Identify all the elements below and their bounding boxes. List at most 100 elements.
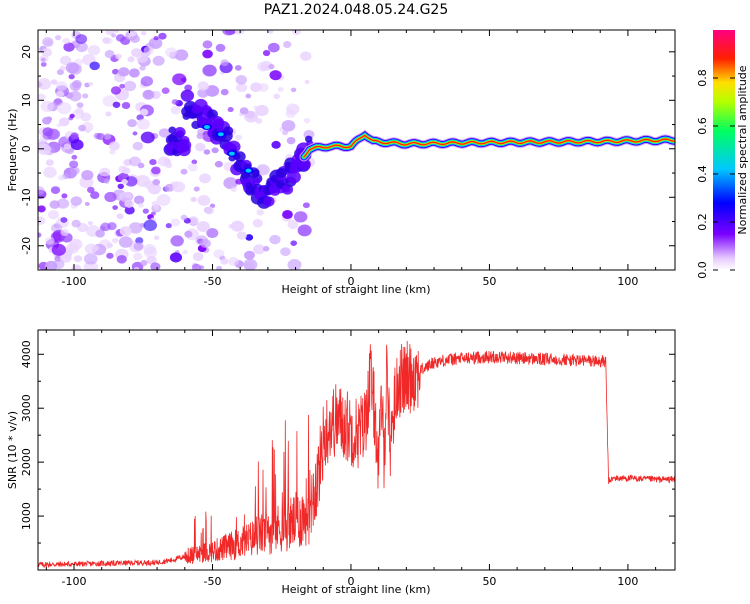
spectrogram-noise-blob xyxy=(44,260,58,270)
spectrogram-noise-blob xyxy=(133,195,145,205)
spectrogram-noise-blob xyxy=(228,256,239,266)
spectrogram-noise-blob xyxy=(82,93,89,99)
spectrogram-noise-blob xyxy=(303,118,311,124)
spectrogram-noise-blob xyxy=(140,259,148,266)
colorbar-tick-label: 0.0 xyxy=(696,261,709,279)
spectrogram-noise-blob xyxy=(202,49,213,59)
spectrogram-noise-blob xyxy=(220,258,229,265)
snr-xtick-label: -100 xyxy=(62,575,87,588)
colorbar-tick-label: 0.8 xyxy=(696,69,709,87)
spectrogram-noise-blob xyxy=(59,55,72,66)
spectrogram-noise-blob xyxy=(214,160,223,168)
spectrogram-ytick-label: -20 xyxy=(20,237,33,255)
spectrogram-noise-blob xyxy=(174,49,189,61)
spectrogram-noise-blob xyxy=(139,65,146,71)
spectrogram-ridge-blob xyxy=(180,135,190,145)
spectrogram-noise-blob xyxy=(171,99,179,105)
spectrogram-noise-blob xyxy=(193,186,200,192)
spectrogram-ridge-blob xyxy=(180,89,195,102)
spectrogram-noise-blob xyxy=(57,102,72,115)
spectrogram-noise-blob xyxy=(104,50,115,59)
spectrogram-ytick-label: 0 xyxy=(20,145,33,152)
spectrogram-noise-blob xyxy=(172,181,186,193)
spectrogram-noise-blob xyxy=(81,170,94,181)
spectrogram-noise-blob xyxy=(119,191,132,203)
spectrogram-noise-blob xyxy=(191,263,202,270)
spectrogram-noise-blob xyxy=(47,210,60,220)
spectrogram-noise-blob xyxy=(184,230,193,238)
spectrogram-xtick-label: 0 xyxy=(347,275,354,288)
spectrogram-noise-blob xyxy=(205,85,220,97)
spectrogram-xtick-label: 50 xyxy=(482,275,496,288)
spectrogram-noise-blob xyxy=(297,224,312,237)
spectrogram-noise-blob xyxy=(115,53,122,60)
spectrogram-noise-blob xyxy=(71,264,82,270)
spectrogram-noise-blob xyxy=(127,119,137,128)
spectrogram-noise-blob xyxy=(283,41,292,48)
spectrogram-noise-blob xyxy=(68,90,82,102)
spectrogram-noise-blob xyxy=(300,51,312,61)
spectrogram-noise-blob xyxy=(236,82,248,93)
spectrogram-noise-blob xyxy=(267,42,280,53)
spectrogram-noise-blob xyxy=(148,37,163,49)
spectrogram-noise-blob xyxy=(180,214,188,221)
colorbar-label: Normalized spectral amplitude xyxy=(736,65,749,234)
spectrogram-noise-blob xyxy=(234,64,242,71)
spectrogram-noise-blob xyxy=(118,236,133,248)
spectrogram-noise-blob xyxy=(108,141,120,151)
spectrogram-noise-blob xyxy=(106,242,113,248)
spectrogram-noise-blob xyxy=(151,166,161,175)
spectrogram-noise-blob xyxy=(61,193,68,199)
spectrogram-noise-blob xyxy=(69,160,79,169)
spectrogram-noise-blob xyxy=(84,201,90,206)
spectrogram-ridge-blob xyxy=(251,177,261,186)
spectrogram-noise-blob xyxy=(58,117,70,127)
spectrogram-noise-blob xyxy=(109,149,116,155)
spectrogram-noise-blob xyxy=(268,63,275,70)
spectrogram-ytick-label: 10 xyxy=(20,93,33,107)
spectrogram-noise-blob xyxy=(57,175,65,181)
spectrogram-noise-blob xyxy=(290,240,298,246)
spectrogram-xlabel: Height of straight line (km) xyxy=(281,283,430,296)
spectrogram-noise-blob xyxy=(123,80,137,92)
spectrogram-noise-blob xyxy=(106,252,114,259)
spectrogram-noise-blob xyxy=(165,47,178,58)
spectrogram-noise-blob xyxy=(40,62,47,67)
spectrogram-noise-blob xyxy=(111,33,117,38)
spectrogram-noise-blob xyxy=(143,246,158,258)
spectrogram-noise-blob xyxy=(127,56,135,63)
spectrogram-noise-blob xyxy=(118,67,130,77)
spectrogram-noise-blob xyxy=(153,235,160,240)
spectrogram-ridge-blob xyxy=(263,196,275,207)
snr-ylabel: SNR (10 * v/v) xyxy=(6,411,19,489)
spectrogram-noise-blob xyxy=(87,45,101,56)
spectrogram-noise-blob xyxy=(197,81,209,91)
spectrogram-noise-blob xyxy=(180,168,188,175)
spectrogram-noise-blob xyxy=(157,156,170,167)
spectrogram-noise-blob xyxy=(128,68,140,78)
spectrogram-ridge-blob xyxy=(275,168,287,178)
spectrogram-noise-blob xyxy=(121,101,131,110)
spectrogram-noise-blob xyxy=(87,220,94,226)
spectrogram-noise-blob xyxy=(71,219,81,228)
spectrogram-noise-blob xyxy=(110,86,122,95)
spectrogram-noise-blob xyxy=(161,87,170,94)
spectrogram-peak-core xyxy=(203,124,210,129)
spectrogram-noise-blob xyxy=(69,113,75,119)
spectrogram-noise-blob xyxy=(199,173,211,184)
spectrogram-noise-blob xyxy=(260,64,269,71)
spectrogram-noise-blob xyxy=(135,174,150,187)
spectrogram-noise-blob xyxy=(158,128,171,138)
spectrogram-noise-blob xyxy=(170,106,181,115)
spectrogram-noise-blob xyxy=(141,31,147,36)
spectrogram-noise-blob xyxy=(252,218,263,228)
spectrogram-noise-blob xyxy=(99,167,111,177)
spectrogram-noise-blob xyxy=(286,136,296,145)
spectrogram-peak-core xyxy=(245,168,252,173)
snr-frame xyxy=(37,329,676,571)
spectrogram-noise-blob xyxy=(191,197,197,202)
spectrogram-noise-blob xyxy=(40,100,55,112)
spectrogram-noise-blob xyxy=(49,200,60,209)
spectrogram-noise-blob xyxy=(255,104,269,117)
